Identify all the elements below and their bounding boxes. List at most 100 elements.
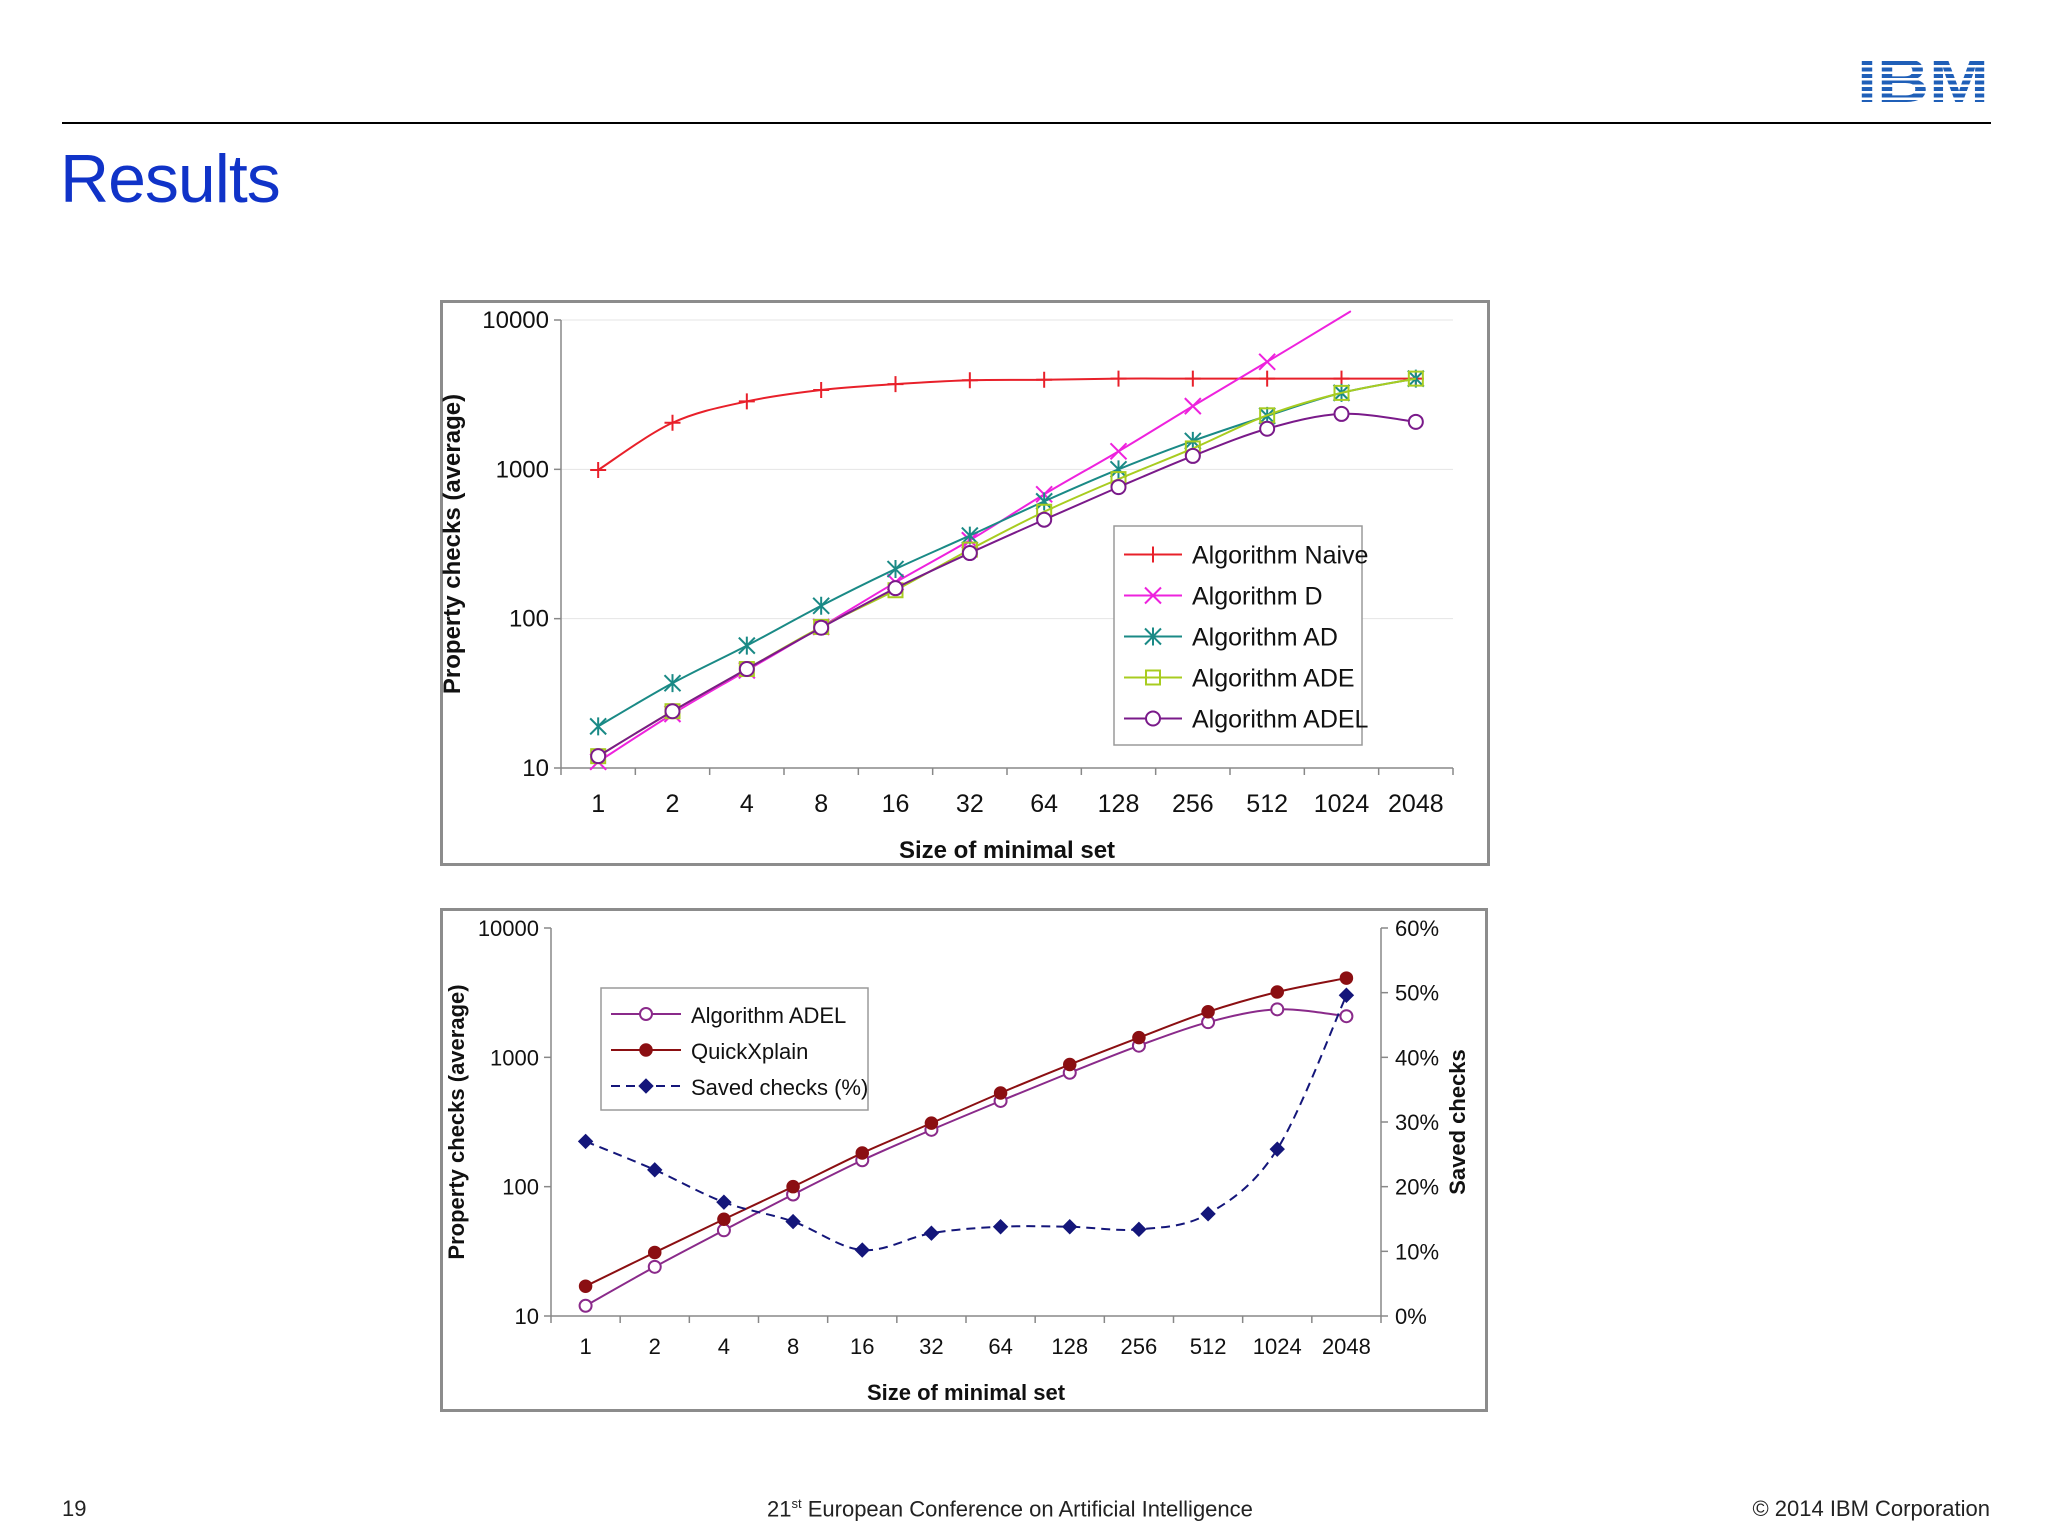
legend-marker-algorithm-d xyxy=(1144,586,1162,605)
data-point-saved-checks-1024 xyxy=(1269,1141,1285,1157)
x-tick-label-2: 2 xyxy=(666,790,680,818)
data-point-algorithm-ade-2048 xyxy=(1407,370,1424,387)
data-point-algorithm-adel-1 xyxy=(590,748,607,765)
data-point-saved-checks-32 xyxy=(923,1225,940,1241)
legend-marker-algorithm-ad xyxy=(1144,627,1162,646)
data-point-algorithm-adel-2 xyxy=(664,703,681,720)
conference-footer: 21st European Conference on Artificial I… xyxy=(767,1496,1253,1522)
legend-marker-algorithm-ade xyxy=(1145,669,1161,686)
legend-label-quickxplain: QuickXplain xyxy=(691,1039,808,1064)
legend-label-algorithm-naive: Algorithm Naive xyxy=(1192,542,1368,570)
y2-tick-label-50: 50% xyxy=(1395,981,1439,1006)
data-point-saved-checks-8 xyxy=(785,1213,801,1230)
legend-label-algorithm-ad: Algorithm AD xyxy=(1192,624,1338,652)
data-point-algorithm-adel-4 xyxy=(738,661,755,678)
x-tick-label-32: 32 xyxy=(956,790,984,818)
data-point-saved-checks-512 xyxy=(1200,1206,1216,1222)
data-point-algorithm-adel-128 xyxy=(1110,479,1127,496)
data-point-algorithm-ad-8 xyxy=(812,596,830,615)
algorithms-chart: 10 100 1000 10000 1 2 4 8 16 32 64 128 256 512 1024 204… xyxy=(440,300,1490,866)
quickxplain-chart-svg: 10 100 1000 10000 1 2 4 8 16 32 64 128 256 512 1024 204… xyxy=(440,908,1488,1412)
legend-label-algorithm-ade: Algorithm ADE xyxy=(1192,665,1355,693)
data-point-quickxplain-2048 xyxy=(1339,971,1354,985)
y2-tick-label-60: 60% xyxy=(1395,916,1439,941)
y-tick-label-10000: 10000 xyxy=(478,916,539,941)
x-tick-label-2048: 2048 xyxy=(1388,790,1444,818)
footer-ordinal-suffix: st xyxy=(791,1496,802,1511)
data-point-algorithm-adel-16 xyxy=(887,580,904,597)
data-point-algorithm-adel-2048 xyxy=(1407,413,1424,430)
data-point-algorithm-ad-64 xyxy=(1035,492,1053,511)
x-tick-label-64: 64 xyxy=(1030,790,1058,818)
y2-tick-label-40: 40% xyxy=(1395,1045,1439,1070)
data-point-saved-checks-128 xyxy=(1062,1219,1078,1235)
data-point-algorithm-ad-32 xyxy=(961,526,979,545)
data-point-algorithm-ad-4 xyxy=(738,636,756,655)
data-point-algorithm-adel-1 xyxy=(578,1298,593,1313)
data-point-saved-checks-4 xyxy=(716,1194,732,1210)
data-point-algorithm-adel-2 xyxy=(647,1259,662,1274)
x-tick-label-2: 2 xyxy=(649,1334,661,1359)
x-axis-title: Size of minimal set xyxy=(899,837,1115,864)
x-tick-label-4: 4 xyxy=(718,1334,730,1359)
x-axis-title: Size of minimal set xyxy=(867,1380,1066,1405)
x-tick-label-512: 512 xyxy=(1190,1334,1227,1359)
y2-tick-label-10: 10% xyxy=(1395,1239,1439,1264)
x-tick-label-128: 128 xyxy=(1098,790,1140,818)
y2-tick-label-20: 20% xyxy=(1395,1175,1439,1200)
x-tick-label-512: 512 xyxy=(1246,790,1288,818)
data-point-algorithm-naive-256 xyxy=(1184,370,1201,387)
data-point-algorithm-naive-128 xyxy=(1110,370,1127,387)
legend: Algorithm Naive Algorithm D Algorithm AD Al… xyxy=(1113,525,1369,746)
data-point-algorithm-d-256 xyxy=(1184,397,1202,415)
data-point-algorithm-naive-2 xyxy=(664,414,681,431)
x-tick-label-1: 1 xyxy=(579,1334,591,1359)
y-tick-label-1000: 1000 xyxy=(490,1045,539,1070)
page-number: 19 xyxy=(62,1496,87,1521)
data-point-algorithm-adel-1024 xyxy=(1270,1002,1285,1017)
data-point-quickxplain-4 xyxy=(717,1212,731,1226)
legend-marker-quickxplain xyxy=(639,1043,653,1057)
data-point-algorithm-adel-256 xyxy=(1184,447,1201,464)
header-rule xyxy=(62,122,1991,124)
data-point-saved-checks-16 xyxy=(854,1242,870,1258)
x-tick-label-4: 4 xyxy=(740,790,754,818)
x-tick-label-256: 256 xyxy=(1172,790,1214,818)
y-axis-title: Property checks (average) xyxy=(444,984,469,1259)
x-tick-label-1: 1 xyxy=(591,790,605,818)
legend-label-algorithm-adel: Algorithm ADEL xyxy=(1192,706,1369,734)
legend-marker-algorithm-adel xyxy=(639,1007,653,1021)
data-point-algorithm-adel-2048 xyxy=(1339,1009,1354,1024)
y-axis-title: Property checks (average) xyxy=(440,394,466,694)
algorithms-chart-svg: 10 100 1000 10000 1 2 4 8 16 32 64 128 256 512 1024 204… xyxy=(440,300,1490,866)
legend-marker-saved-checks xyxy=(638,1078,654,1094)
y-tick-label-10: 10 xyxy=(515,1304,539,1329)
data-point-algorithm-naive-32 xyxy=(961,372,978,389)
y2-axis-title: Saved checks xyxy=(1445,1049,1470,1195)
data-point-algorithm-adel-64 xyxy=(1036,511,1053,528)
data-point-algorithm-naive-8 xyxy=(813,381,830,398)
x-tick-label-32: 32 xyxy=(919,1334,943,1359)
y-tick-label-100: 100 xyxy=(502,1175,539,1200)
data-point-algorithm-adel-8 xyxy=(813,619,830,636)
data-point-algorithm-naive-16 xyxy=(887,376,904,393)
x-tick-label-64: 64 xyxy=(988,1334,1012,1359)
data-point-saved-checks-2048 xyxy=(1338,987,1355,1003)
data-point-algorithm-d-128 xyxy=(1109,442,1128,461)
x-tick-label-16: 16 xyxy=(850,1334,874,1359)
quickxplain-comparison-chart: 10 100 1000 10000 1 2 4 8 16 32 64 128 256 512 1024 204… xyxy=(440,908,1488,1412)
data-point-quickxplain-128 xyxy=(1063,1057,1077,1072)
y-tick-label-10: 10 xyxy=(522,755,549,782)
series-quickxplain xyxy=(578,971,1354,1293)
data-point-algorithm-naive-512 xyxy=(1259,370,1276,387)
data-point-quickxplain-64 xyxy=(993,1086,1008,1100)
x-tick-label-16: 16 xyxy=(882,790,910,818)
data-point-algorithm-d-512 xyxy=(1258,353,1276,371)
data-point-algorithm-naive-64 xyxy=(1036,371,1053,388)
y2-tick-label-0: 0% xyxy=(1395,1304,1427,1329)
x-tick-label-128: 128 xyxy=(1051,1334,1088,1359)
data-point-quickxplain-8 xyxy=(786,1179,800,1194)
data-point-saved-checks-256 xyxy=(1131,1221,1147,1238)
legend-label-algorithm-d: Algorithm D xyxy=(1192,583,1323,611)
series-algorithm-adel xyxy=(578,1002,1354,1313)
